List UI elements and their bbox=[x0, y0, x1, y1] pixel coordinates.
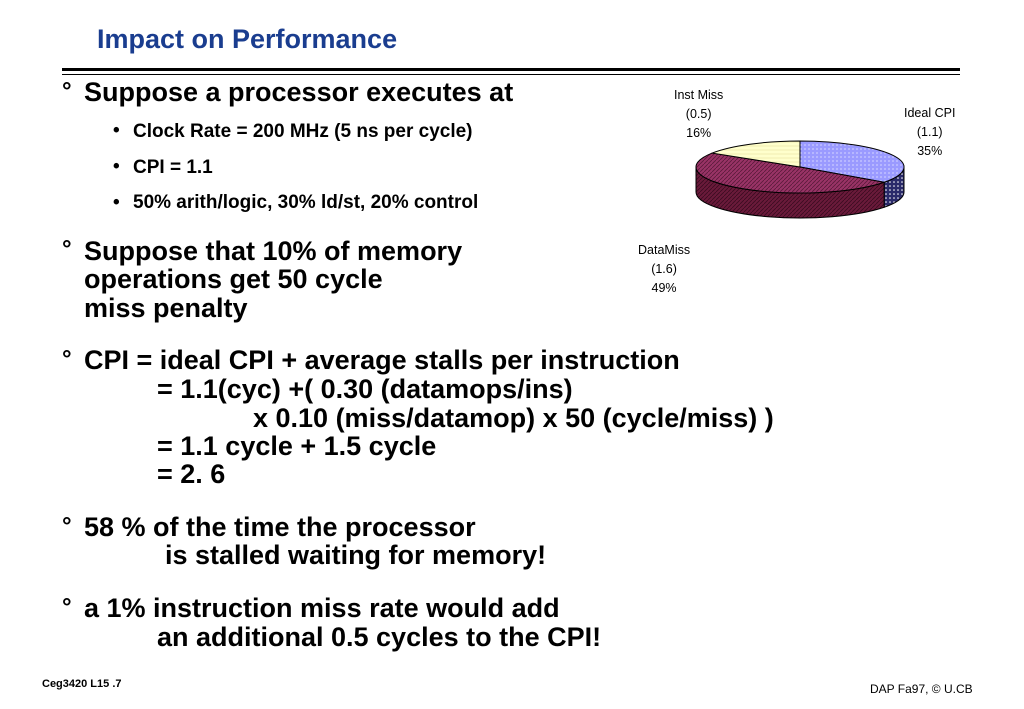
pie-slice-inst-miss bbox=[710, 140, 801, 168]
bullet-marker: ° bbox=[62, 594, 72, 621]
bullet-marker: ° bbox=[62, 346, 72, 373]
footer-course-id: Ceg3420 L15 .7 bbox=[42, 678, 122, 690]
bullet-3-line-5: = 2. 6 bbox=[157, 459, 226, 489]
sub-bullet-cpi: CPI = 1.1 bbox=[133, 157, 213, 178]
footer-copyright: DAP Fa97, © U.CB bbox=[870, 682, 973, 696]
bullet-4-line-2: is stalled waiting for memory! bbox=[165, 540, 547, 570]
pie-label-ideal-cpi: Ideal CPI (1.1) 35% bbox=[904, 104, 955, 161]
pie-slice-data-miss bbox=[695, 152, 887, 194]
bullet-1-text: Suppose a processor executes at bbox=[84, 77, 514, 107]
sub-bullet-marker: • bbox=[113, 120, 120, 141]
title-rule-thin bbox=[62, 74, 960, 75]
cpi-pie-chart: Inst Miss (0.5) 16% Ideal CPI (1.1) 35% … bbox=[600, 80, 1010, 310]
slide-title: Impact on Performance bbox=[97, 24, 398, 54]
bullet-3-line-3: x 0.10 (miss/datamop) x 50 (cycle/miss) … bbox=[253, 403, 774, 433]
sub-bullet-clock-rate: Clock Rate = 200 MHz (5 ns per cycle) bbox=[133, 121, 473, 142]
pie-label-inst-miss-percent: 16% bbox=[686, 126, 712, 140]
bullet-3-line-1: CPI = ideal CPI + average stalls per ins… bbox=[84, 345, 680, 375]
bullet-3-line-4: = 1.1 cycle + 1.5 cycle bbox=[157, 431, 437, 461]
bullet-5-line-2: an additional 0.5 cycles to the CPI! bbox=[157, 622, 602, 652]
bullet-marker: ° bbox=[62, 513, 72, 540]
pie-label-data-miss-name: DataMiss bbox=[638, 243, 691, 257]
pie-slice-ideal-cpi bbox=[799, 140, 905, 183]
pie-label-data-miss-value: (1.6) bbox=[651, 262, 677, 276]
pie-svg bbox=[695, 140, 905, 219]
pie-label-inst-miss-name: Inst Miss bbox=[674, 88, 724, 102]
pie-label-ideal-cpi-name: Ideal CPI bbox=[904, 106, 956, 120]
sub-bullet-marker: • bbox=[113, 192, 120, 213]
bullet-marker: ° bbox=[62, 78, 72, 105]
bullet-5-line-1: a 1% instruction miss rate would add bbox=[84, 593, 560, 623]
sub-bullet-instruction-mix: 50% arith/logic, 30% ld/st, 20% control bbox=[133, 192, 479, 213]
pie-label-ideal-cpi-percent: 35% bbox=[917, 144, 943, 158]
bullet-2-line-3: miss penalty bbox=[84, 293, 248, 323]
bullet-2-line-2: operations get 50 cycle bbox=[84, 264, 383, 294]
bullet-marker: ° bbox=[62, 236, 72, 263]
pie-label-ideal-cpi-value: (1.1) bbox=[916, 125, 943, 139]
pie-label-inst-miss: Inst Miss (0.5) 16% bbox=[674, 86, 723, 143]
sub-bullet-marker: • bbox=[113, 156, 120, 177]
bullet-2-line-1: Suppose that 10% of memory bbox=[84, 236, 463, 266]
pie-label-data-miss: DataMiss (1.6) 49% bbox=[638, 241, 690, 298]
pie-label-data-miss-percent: 49% bbox=[651, 281, 677, 295]
bullet-4-line-1: 58 % of the time the processor bbox=[84, 512, 476, 542]
pie-label-inst-miss-value: (0.5) bbox=[685, 107, 712, 121]
bullet-3-line-2: = 1.1(cyc) +( 0.30 (datamops/ins) bbox=[157, 374, 573, 404]
title-rule-thick bbox=[62, 68, 960, 71]
